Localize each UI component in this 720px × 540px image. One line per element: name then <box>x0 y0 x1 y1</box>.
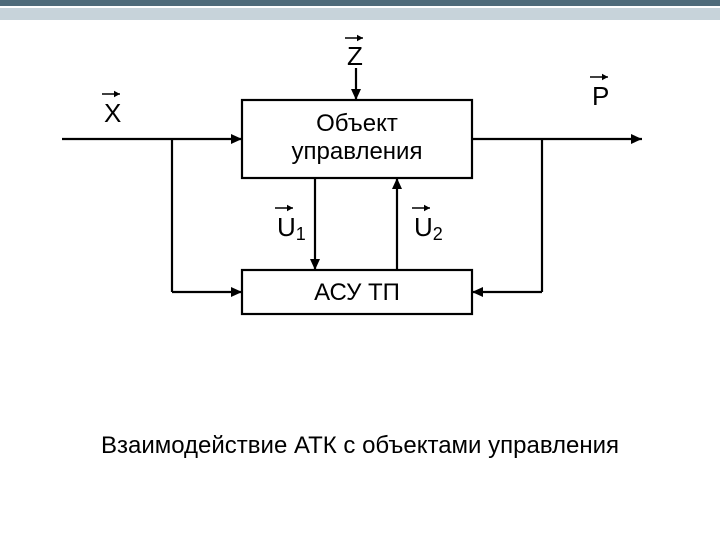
slide: ОбъектуправленияАСУ ТПXZPU1U2 Взаимодейс… <box>0 0 720 540</box>
diagram: ОбъектуправленияАСУ ТПXZPU1U2 <box>52 32 652 362</box>
box-asu-label: АСУ ТП <box>314 279 400 306</box>
box-object-label2: управления <box>292 138 423 165</box>
diagram-svg: ОбъектуправленияАСУ ТПXZPU1U2 <box>52 32 652 362</box>
box-object-label1: Объект <box>316 110 398 137</box>
caption: Взаимодействие АТК с объектами управлени… <box>60 432 660 460</box>
topbar-dark <box>0 0 720 6</box>
vec-p-label: P <box>592 81 609 111</box>
caption-text: Взаимодействие АТК с объектами управлени… <box>101 432 619 459</box>
vec-x-label: X <box>104 98 121 128</box>
topbar-light <box>0 8 720 20</box>
vec-z-label: Z <box>347 41 363 71</box>
